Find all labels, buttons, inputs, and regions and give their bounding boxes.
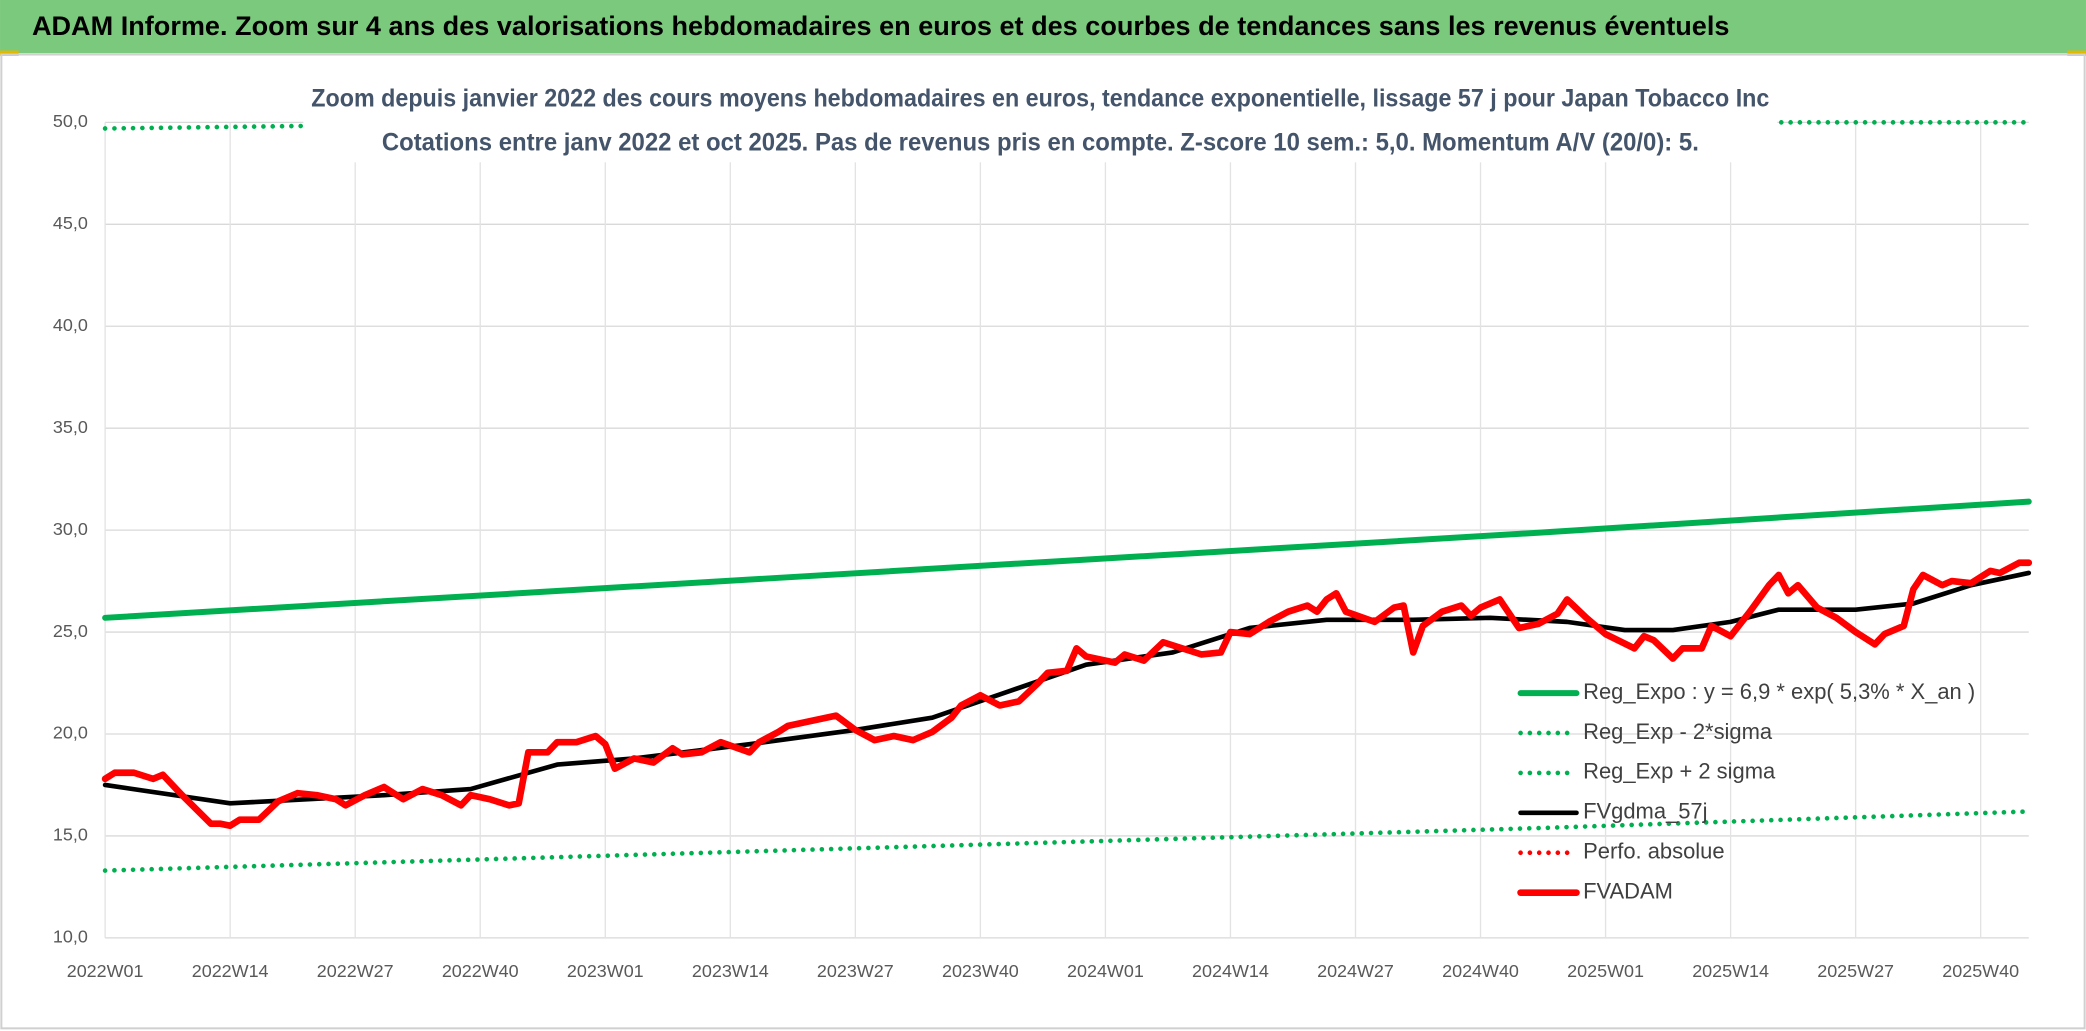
subtitle: Cotations entre janv 2022 et oct 2025. P…: [382, 128, 1699, 156]
chart-title: ADAM Informe. Zoom sur 4 ans des valoris…: [32, 11, 1729, 41]
y-tick-label: 50,0: [53, 111, 88, 131]
x-tick-label: 2024W27: [1317, 961, 1394, 981]
x-tick-label: 2023W01: [567, 961, 644, 981]
x-tick-label: 2022W27: [317, 961, 394, 981]
y-tick-label: 10,0: [53, 927, 88, 947]
x-tick-label: 2022W01: [67, 961, 144, 981]
y-tick-label: 45,0: [53, 213, 88, 233]
x-tick-label: 2025W01: [1567, 961, 1644, 981]
legend-label: Reg_Exp - 2*sigma: [1583, 719, 1773, 744]
chart-border: [0, 53, 2086, 1030]
x-tick-label: 2023W27: [817, 961, 894, 981]
y-tick-label: 30,0: [53, 519, 88, 539]
banner-accent: [0, 50, 19, 56]
x-tick-label: 2023W40: [942, 961, 1019, 981]
grid: 10,0 15,0 20,0 25,0 30,0 35,0 40,0 45,0 50,0 2022…: [53, 111, 2029, 981]
x-tick-label: 2024W14: [1192, 961, 1269, 981]
x-tick-label: 2023W14: [692, 961, 769, 981]
x-tick-label: 2022W40: [442, 961, 519, 981]
x-tick-label: 2025W27: [1817, 961, 1894, 981]
legend-label: FVADAM: [1583, 878, 1673, 903]
x-tick-label: 2025W40: [1942, 961, 2019, 981]
y-tick-label: 35,0: [53, 417, 88, 437]
y-tick-label: 15,0: [53, 825, 88, 845]
legend-label: Perfo. absolue: [1583, 839, 1724, 864]
y-tick-label: 20,0: [53, 723, 88, 743]
x-tick-label: 2024W40: [1442, 961, 1519, 981]
subtitle: Zoom depuis janvier 2022 des cours moyen…: [311, 84, 1769, 112]
title-banner: [0, 0, 2086, 54]
series-line: [102, 809, 2032, 873]
y-tick-label: 25,0: [53, 621, 88, 641]
series-line: [102, 570, 2032, 806]
x-tick-label: 2025W14: [1692, 961, 1769, 981]
x-tick-label: 2024W01: [1067, 961, 1144, 981]
series-line: [102, 498, 2032, 621]
legend-label: Reg_Exp + 2 sigma: [1583, 759, 1776, 784]
legend: Reg_Expo : y = 6,9 * exp( 5,3% * X_an ) R…: [1517, 679, 1975, 903]
legend-label: Reg_Expo : y = 6,9 * exp( 5,3% * X_an ): [1583, 679, 1975, 704]
x-tick-label: 2022W14: [192, 961, 269, 981]
legend-label: FVgdma_57j: [1583, 799, 1707, 824]
series-line: [101, 559, 2033, 830]
subtitle-box: [303, 79, 1778, 163]
y-tick-label: 40,0: [53, 315, 88, 335]
banner-accent: [2067, 50, 2086, 56]
